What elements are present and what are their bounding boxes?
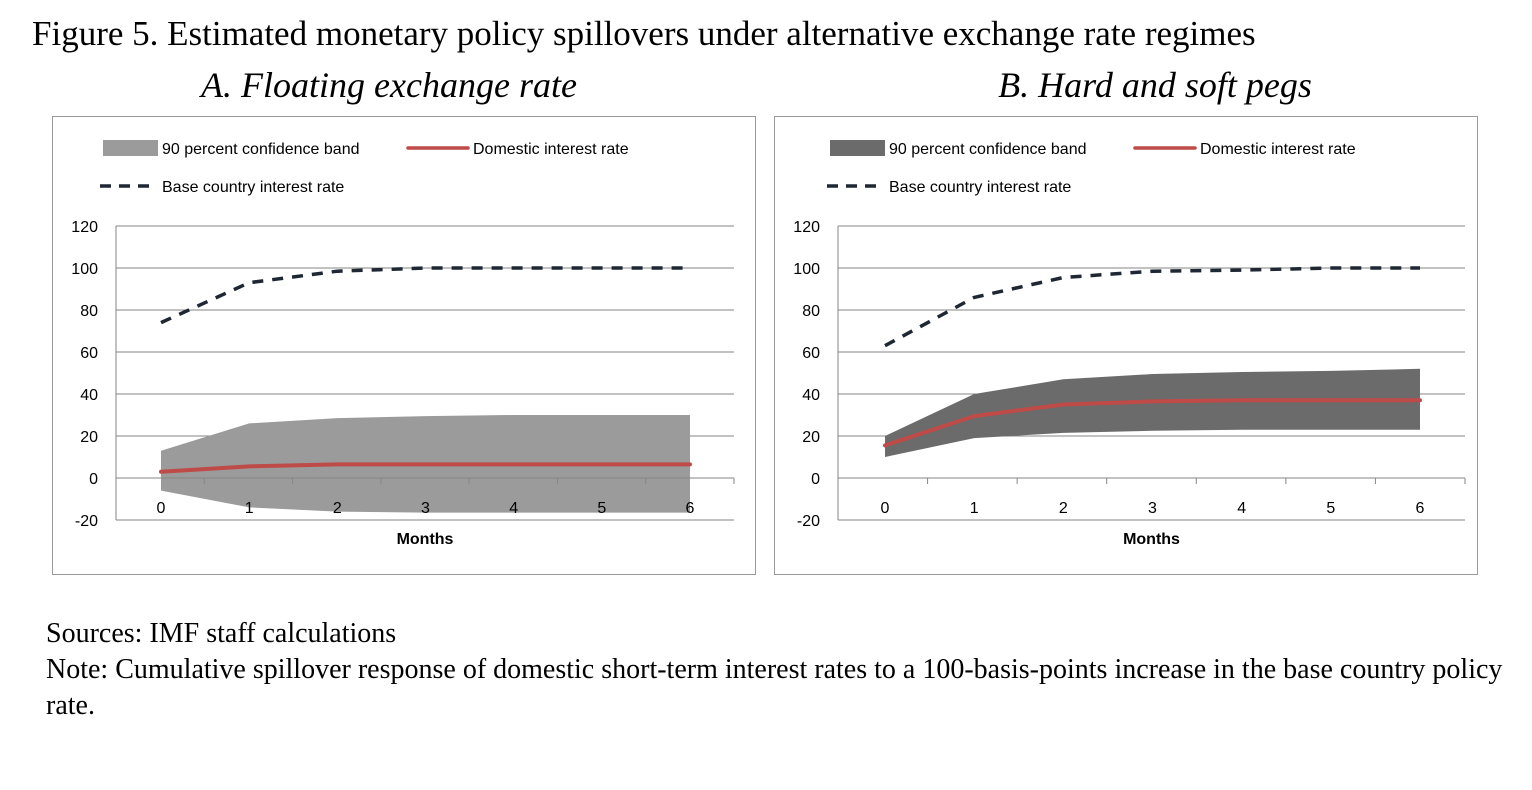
- y-tick-label: 20: [802, 429, 820, 446]
- x-tick-label: 3: [1148, 500, 1157, 517]
- figure-notes: Sources: IMF staff calculations Note: Cu…: [46, 616, 1506, 724]
- note-text: Note: Cumulative spillover response of d…: [46, 654, 1503, 721]
- y-tick-label: 60: [802, 345, 820, 362]
- x-tick-label: 3: [421, 500, 430, 517]
- figure-title: Figure 5. Estimated monetary policy spil…: [32, 14, 1256, 53]
- legend-base-label: Base country interest rate: [162, 179, 344, 196]
- legend-domestic-label: Domestic interest rate: [473, 141, 629, 158]
- x-tick-label: 0: [881, 500, 890, 517]
- x-tick-label: 1: [245, 500, 254, 517]
- y-tick-label: 100: [71, 261, 98, 278]
- x-tick-label: 2: [333, 500, 342, 517]
- x-axis-title: Months: [1123, 531, 1180, 548]
- y-tick-label: 80: [802, 303, 820, 320]
- y-tick-label: 0: [89, 471, 98, 488]
- chart-legend: 90 percent confidence band Domestic inter…: [827, 140, 1356, 196]
- y-tick-label: 40: [802, 387, 820, 404]
- x-tick-label: 1: [970, 500, 979, 517]
- domestic-rate-line: [159, 462, 692, 474]
- panel-b-title: B. Hard and soft pegs: [998, 65, 1312, 105]
- chart-panel-pegs: 90 percent confidence band Domestic inter…: [774, 116, 1478, 575]
- x-tick-label: 6: [686, 500, 695, 517]
- x-tick-label: 5: [1326, 500, 1335, 517]
- x-tick-label: 4: [509, 500, 518, 517]
- sources-text: Sources: IMF staff calculations: [46, 618, 397, 649]
- y-tick-label: -20: [797, 513, 820, 530]
- y-tick-label: 80: [80, 303, 98, 320]
- legend-band-label: 90 percent confidence band: [889, 141, 1086, 158]
- base-rate-line: [884, 266, 1420, 348]
- chart-pegs-svg: 90 percent confidence band Domestic inter…: [793, 140, 1466, 548]
- base-rate-line: [160, 266, 690, 325]
- chart-panel-floating: 90 percent confidence band Domestic inter…: [52, 116, 756, 575]
- x-tick-label: 0: [157, 500, 166, 517]
- x-tick-label: 5: [597, 500, 606, 517]
- legend-band-swatch: [103, 140, 158, 156]
- legend-domestic-label: Domestic interest rate: [1200, 141, 1356, 158]
- y-tick-label: 40: [80, 387, 98, 404]
- x-tick-label: 4: [1237, 500, 1246, 517]
- panel-a-title: A. Floating exchange rate: [201, 65, 577, 105]
- chart-legend: 90 percent confidence band Domestic inter…: [100, 140, 629, 196]
- y-tick-label: 0: [811, 471, 820, 488]
- legend-band-swatch: [830, 140, 885, 156]
- chart-floating-svg: 90 percent confidence band Domestic inter…: [71, 140, 735, 548]
- x-tick-label: 2: [1059, 500, 1068, 517]
- legend-base-label: Base country interest rate: [889, 179, 1071, 196]
- x-axis-title: Months: [397, 531, 454, 548]
- legend-band-label: 90 percent confidence band: [162, 141, 359, 158]
- x-tick-label: 6: [1416, 500, 1425, 517]
- y-tick-label: 100: [793, 261, 820, 278]
- confidence-band-area: [885, 368, 1420, 457]
- y-tick-label: 120: [71, 219, 98, 236]
- y-tick-label: 60: [80, 345, 98, 362]
- y-tick-label: 20: [80, 429, 98, 446]
- y-tick-label: -20: [75, 513, 98, 530]
- domestic-rate-line: [883, 398, 1422, 448]
- y-tick-label: 120: [793, 219, 820, 236]
